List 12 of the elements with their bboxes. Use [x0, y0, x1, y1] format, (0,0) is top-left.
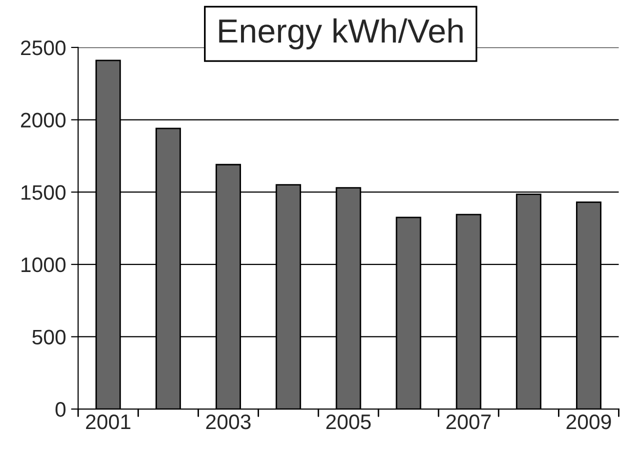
y-tick-label: 1000	[22, 257, 66, 272]
x-tick-label: 2001	[86, 414, 130, 430]
x-tick-label: 2009	[566, 414, 611, 430]
x-tick-label: 2007	[446, 414, 491, 430]
y-tick-label: 2500	[21, 40, 66, 56]
x-tick-label: 2003	[206, 414, 251, 430]
y-tick-label: 2000	[21, 112, 66, 128]
y-tick-label: 0	[56, 402, 66, 417]
chart-title: Energy kWh/Veh	[219, 18, 463, 50]
x-tick-label: 2005	[326, 414, 371, 430]
y-tick-label: 1500	[22, 185, 66, 200]
y-tick-label: 500	[32, 330, 66, 344]
